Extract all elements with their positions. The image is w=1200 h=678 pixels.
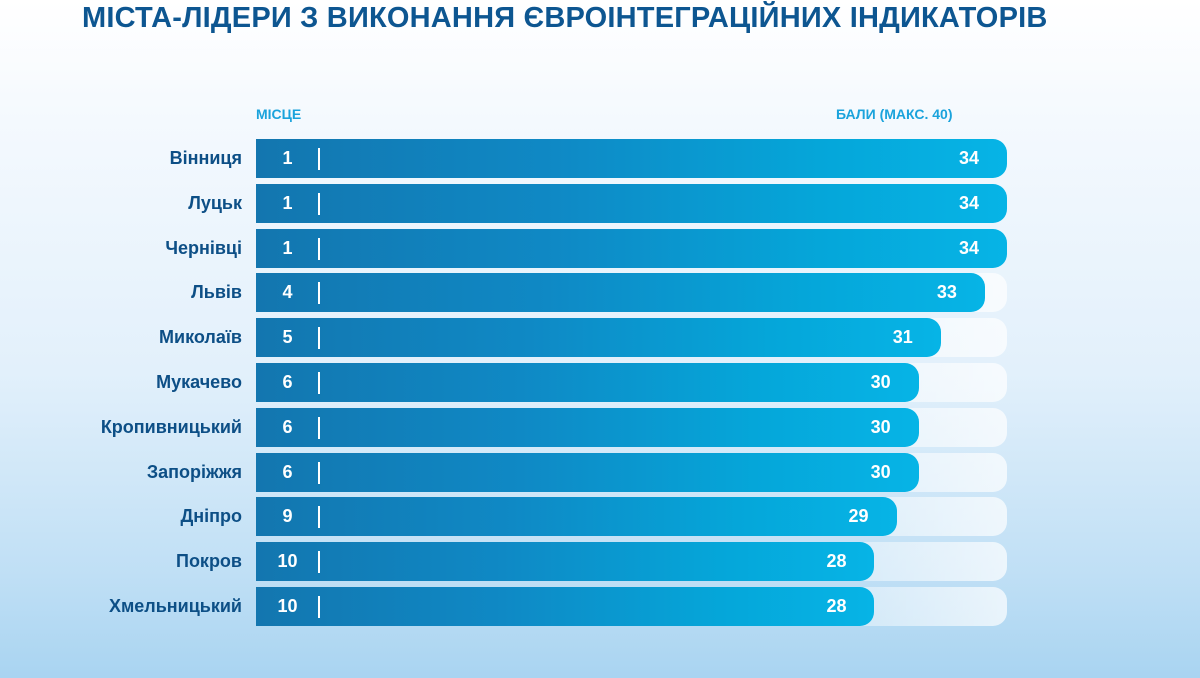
score-value: 30 (870, 461, 891, 482)
score-bar (256, 587, 875, 626)
score-value: 34 (958, 148, 979, 168)
score-value: 30 (870, 372, 891, 392)
score-bar (256, 542, 875, 582)
rank-value: 6 (282, 461, 293, 482)
rank-separator (318, 282, 320, 305)
rank-separator (318, 551, 320, 574)
rank-separator (318, 237, 320, 260)
rank-value: 4 (282, 282, 293, 303)
score-bar (256, 139, 1007, 178)
score-bar (256, 273, 985, 313)
city-label: Запоріжжя (146, 461, 242, 482)
rank-value: 6 (282, 416, 293, 437)
rank-separator (318, 461, 320, 484)
city-label: Покров (176, 551, 242, 572)
rank-separator (318, 596, 320, 618)
score-value: 34 (958, 237, 979, 258)
rank-separator (318, 148, 320, 170)
rank-separator (318, 506, 320, 529)
score-bar (256, 497, 897, 537)
score-bar (256, 363, 919, 402)
score-bar (256, 318, 941, 358)
city-label: Мукачево (156, 372, 242, 392)
city-label: Луцьк (188, 192, 242, 213)
score-value: 28 (826, 596, 847, 616)
score-column-header: БАЛИ (МАКС. 40) (836, 106, 953, 122)
rank-column-header: МІСЦЕ (256, 106, 302, 122)
score-bar (256, 183, 1007, 223)
rank-separator (318, 327, 320, 350)
bar-row: Запоріжжя 6 30 (0, 452, 1200, 492)
bar-row: Луцьк 1 34 (0, 183, 1200, 223)
city-label: Вінниця (169, 148, 242, 168)
city-label: Кропивницький (100, 416, 242, 437)
rank-value: 1 (282, 237, 293, 258)
rank-value: 1 (282, 148, 293, 168)
chart-title: МІСТА-ЛІДЕРИ З ВИКОНАННЯ ЄВРОІНТЕГРАЦІЙН… (82, 2, 1048, 34)
bar-row: Чернівці 1 34 (0, 228, 1200, 268)
bar-row: Кропивницький 6 30 (0, 407, 1200, 447)
score-value: 30 (870, 416, 891, 437)
score-bar (256, 407, 919, 447)
bar-row: Мукачево 6 30 (0, 363, 1200, 402)
city-label: Чернівці (165, 237, 242, 258)
score-bar (256, 228, 1007, 268)
rank-separator (318, 372, 320, 394)
city-label: Дніпро (180, 506, 242, 527)
bar-row: Львів 4 33 (0, 273, 1200, 313)
rank-value: 6 (282, 372, 293, 392)
rank-separator (318, 416, 320, 439)
city-label: Хмельницький (108, 596, 242, 616)
city-label: Львів (191, 282, 242, 303)
rank-value: 10 (277, 596, 298, 616)
bar-row: Миколаїв 5 31 (0, 318, 1200, 358)
rank-value: 1 (282, 192, 293, 213)
score-value: 31 (892, 327, 913, 348)
bar-row: Хмельницький 10 28 (0, 587, 1200, 626)
score-bar (256, 452, 919, 492)
rank-value: 10 (277, 551, 298, 572)
bar-row: Дніпро 9 29 (0, 497, 1200, 537)
score-value: 33 (936, 282, 957, 303)
rank-value: 5 (282, 327, 293, 348)
score-value: 34 (958, 192, 979, 213)
bar-row: Покров 10 28 (0, 542, 1200, 582)
bar-row: Вінниця 1 34 (0, 139, 1200, 178)
rank-separator (318, 192, 320, 215)
rank-value: 9 (282, 506, 293, 527)
score-value: 29 (848, 506, 869, 527)
city-label: Миколаїв (159, 327, 242, 348)
score-value: 28 (826, 551, 847, 572)
